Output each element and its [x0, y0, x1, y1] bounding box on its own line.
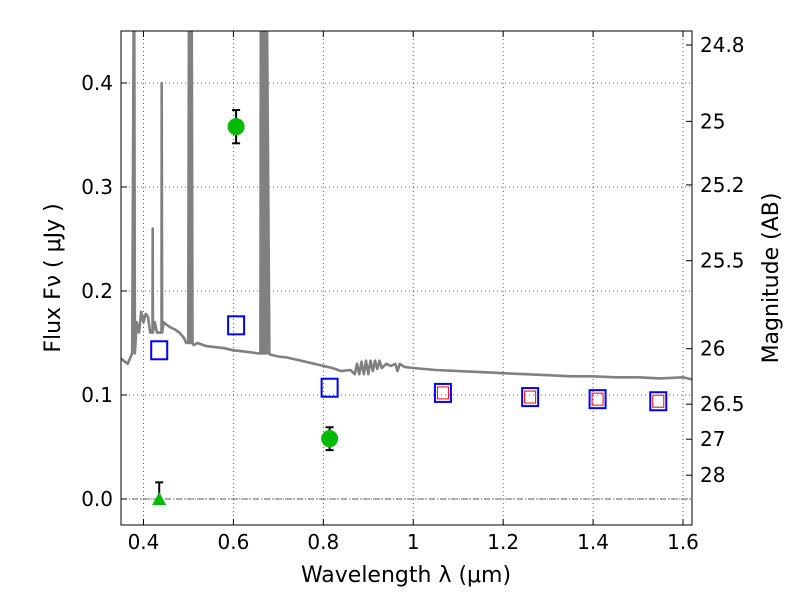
marker-layer: [150, 109, 668, 505]
x-tick-label: 0.6: [217, 530, 249, 554]
model-flux-inner: [591, 392, 604, 406]
y-tick-label: 0.0: [81, 487, 113, 511]
upper-limit-point: [152, 492, 167, 505]
right-tick-label: 26: [700, 337, 725, 361]
model-flux-box: [320, 377, 339, 398]
model-flux-box: [649, 391, 668, 412]
y-tick-label: 0.2: [81, 279, 113, 303]
y-tick-label: 0.3: [81, 175, 113, 199]
model-flux-box: [521, 387, 540, 408]
plot-background: [121, 31, 692, 525]
spectrum-layer: [121, 31, 692, 381]
x-tick-label: 1: [407, 530, 420, 554]
plot-frame: [120, 30, 693, 526]
right-axis-label: Magnitude (AB): [759, 193, 784, 364]
right-tick-label: 25.2: [700, 173, 745, 197]
x-tick-label: 1.2: [487, 530, 519, 554]
model-flux-inner: [436, 386, 449, 400]
x-tick-label: 0.4: [128, 530, 160, 554]
right-tick-label: 26.5: [700, 392, 745, 416]
model-flux-box: [588, 389, 607, 410]
spectrum-line: [121, 31, 692, 381]
x-tick-label: 1.6: [667, 530, 699, 554]
y-tick-label: 0.1: [81, 383, 113, 407]
model-flux-box: [433, 382, 452, 403]
x-axis-label: Wavelength λ (μm): [301, 563, 511, 588]
x-tick-label: 0.8: [307, 530, 339, 554]
model-flux-box: [227, 315, 246, 336]
right-tick-label: 24.8: [700, 33, 745, 57]
right-tick-label: 25: [700, 109, 725, 133]
right-tick-label: 25.5: [700, 249, 745, 273]
detection-point: [227, 118, 245, 136]
y-tick-label: 0.4: [81, 71, 113, 95]
right-tick-label: 27: [700, 427, 725, 451]
model-flux-box: [150, 340, 169, 361]
y-axis-label: Flux Fν ( μJy ): [41, 203, 66, 352]
model-flux-inner: [652, 394, 665, 408]
x-tick-label: 1.4: [577, 530, 609, 554]
ticks: 0.4 0.6 0.8 1 1.2 1.4 1.6 0.0 0.1 0.2 0.3 0.4 24.8 25…: [81, 31, 745, 554]
model-flux-inner: [524, 390, 537, 404]
detection-point: [321, 430, 339, 448]
right-tick-label: 28: [700, 463, 725, 487]
